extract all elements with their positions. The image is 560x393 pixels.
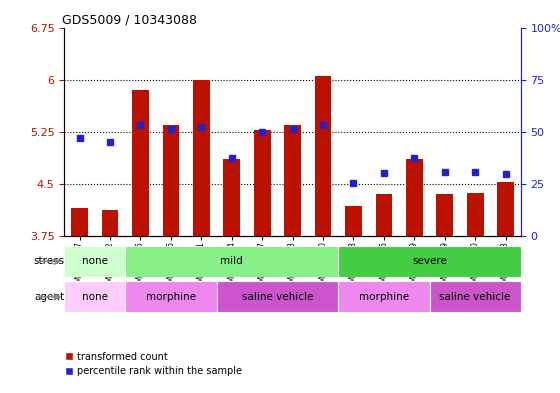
- Bar: [406, 160, 423, 236]
- Bar: [376, 194, 392, 236]
- Bar: [193, 79, 209, 236]
- Bar: [132, 90, 149, 236]
- Text: saline vehicle: saline vehicle: [242, 292, 313, 302]
- Bar: [71, 208, 88, 236]
- Text: mild: mild: [221, 256, 243, 266]
- Bar: [64, 281, 125, 312]
- Bar: [64, 246, 125, 277]
- Bar: [467, 193, 483, 236]
- Bar: [223, 160, 240, 236]
- Text: saline vehicle: saline vehicle: [440, 292, 511, 302]
- Bar: [345, 206, 362, 236]
- Bar: [436, 194, 453, 236]
- Text: none: none: [82, 292, 108, 302]
- Bar: [125, 281, 217, 312]
- Bar: [338, 281, 430, 312]
- Text: severe: severe: [412, 256, 447, 266]
- Bar: [284, 125, 301, 236]
- Text: agent: agent: [34, 292, 64, 302]
- Bar: [254, 130, 270, 236]
- Bar: [125, 246, 338, 277]
- Text: morphine: morphine: [359, 292, 409, 302]
- Bar: [430, 281, 521, 312]
- Bar: [497, 182, 514, 236]
- Legend: transformed count, percentile rank within the sample: transformed count, percentile rank withi…: [61, 348, 246, 380]
- Bar: [162, 125, 179, 236]
- Bar: [217, 281, 338, 312]
- Bar: [315, 76, 332, 236]
- Text: none: none: [82, 256, 108, 266]
- Bar: [338, 246, 521, 277]
- Text: stress: stress: [33, 256, 64, 266]
- Text: morphine: morphine: [146, 292, 196, 302]
- Bar: [102, 210, 118, 236]
- Text: GDS5009 / 10343088: GDS5009 / 10343088: [62, 13, 197, 26]
